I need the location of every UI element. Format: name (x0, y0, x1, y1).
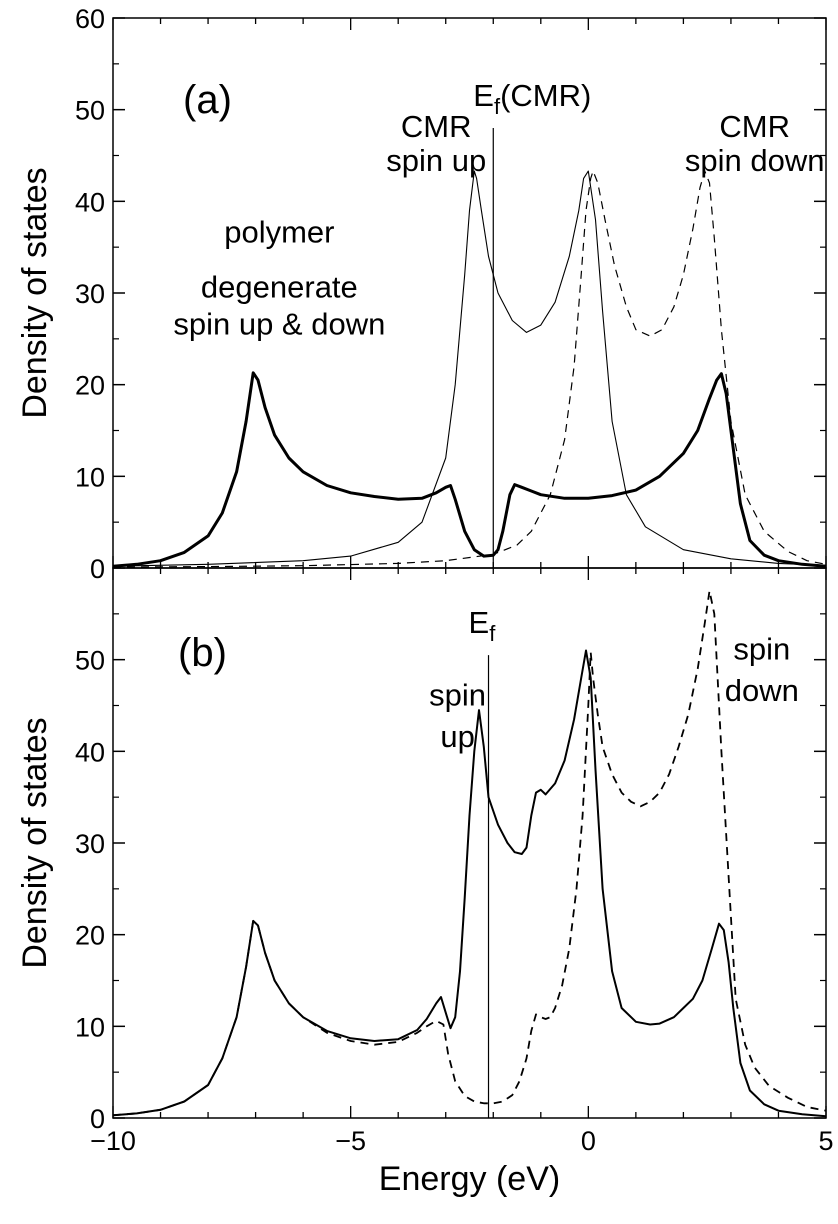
fermi-level-label: Ef (469, 605, 497, 646)
y-tick-label: 40 (75, 737, 105, 767)
x-tick-label: −10 (90, 1126, 136, 1156)
y-tick-label: 50 (75, 96, 105, 126)
y-tick-label: 20 (75, 921, 105, 951)
y-tick-label: 40 (75, 187, 105, 217)
y-tick-label: 30 (75, 829, 105, 859)
annotation-text: spin up (386, 143, 486, 178)
panel-label: (b) (178, 631, 227, 675)
fermi-level-label: Ef(CMR) (473, 78, 591, 119)
x-tick-label: 0 (581, 1126, 596, 1156)
y-tick-label: 20 (75, 371, 105, 401)
annotation-text: up (440, 719, 474, 754)
x-tick-label: 5 (818, 1126, 833, 1156)
annotation-text: spin (429, 678, 486, 713)
fermi-label-main: E (473, 78, 494, 113)
series-line-thick-solid (113, 373, 826, 566)
series-line-thin-solid (113, 171, 826, 566)
y-axis-label: Density of states (16, 717, 54, 968)
panel-a: 0 10 20 30 40 50 60 Density of states Ef(CMR) (a)… (16, 4, 826, 584)
y-tick-label: 0 (90, 554, 105, 584)
series-line-dashed (113, 171, 826, 567)
annotation-text: polymer (224, 215, 334, 250)
y-tick-label: 10 (75, 462, 105, 492)
x-tick-label: −5 (335, 1126, 366, 1156)
x-axis-label: Energy (eV) (379, 1160, 560, 1198)
annotation-text: spin (733, 632, 790, 667)
annotation-text: CMR (401, 109, 472, 144)
y-tick-label: 30 (75, 279, 105, 309)
panel-label: (a) (183, 78, 232, 122)
fermi-label-sub: f (489, 621, 496, 646)
annotation-text: spin up & down (173, 306, 385, 341)
y-axis-label: Density of states (16, 167, 54, 418)
annotation-text: degenerate (201, 270, 358, 305)
fermi-label-main: E (469, 605, 490, 640)
y-tick-label: 50 (75, 646, 105, 676)
fermi-label-suffix: (CMR) (500, 78, 591, 113)
annotation-text: down (725, 673, 799, 708)
y-tick-label: 60 (75, 4, 105, 34)
annotation-text: CMR (719, 109, 790, 144)
y-tick-label: 10 (75, 1012, 105, 1042)
